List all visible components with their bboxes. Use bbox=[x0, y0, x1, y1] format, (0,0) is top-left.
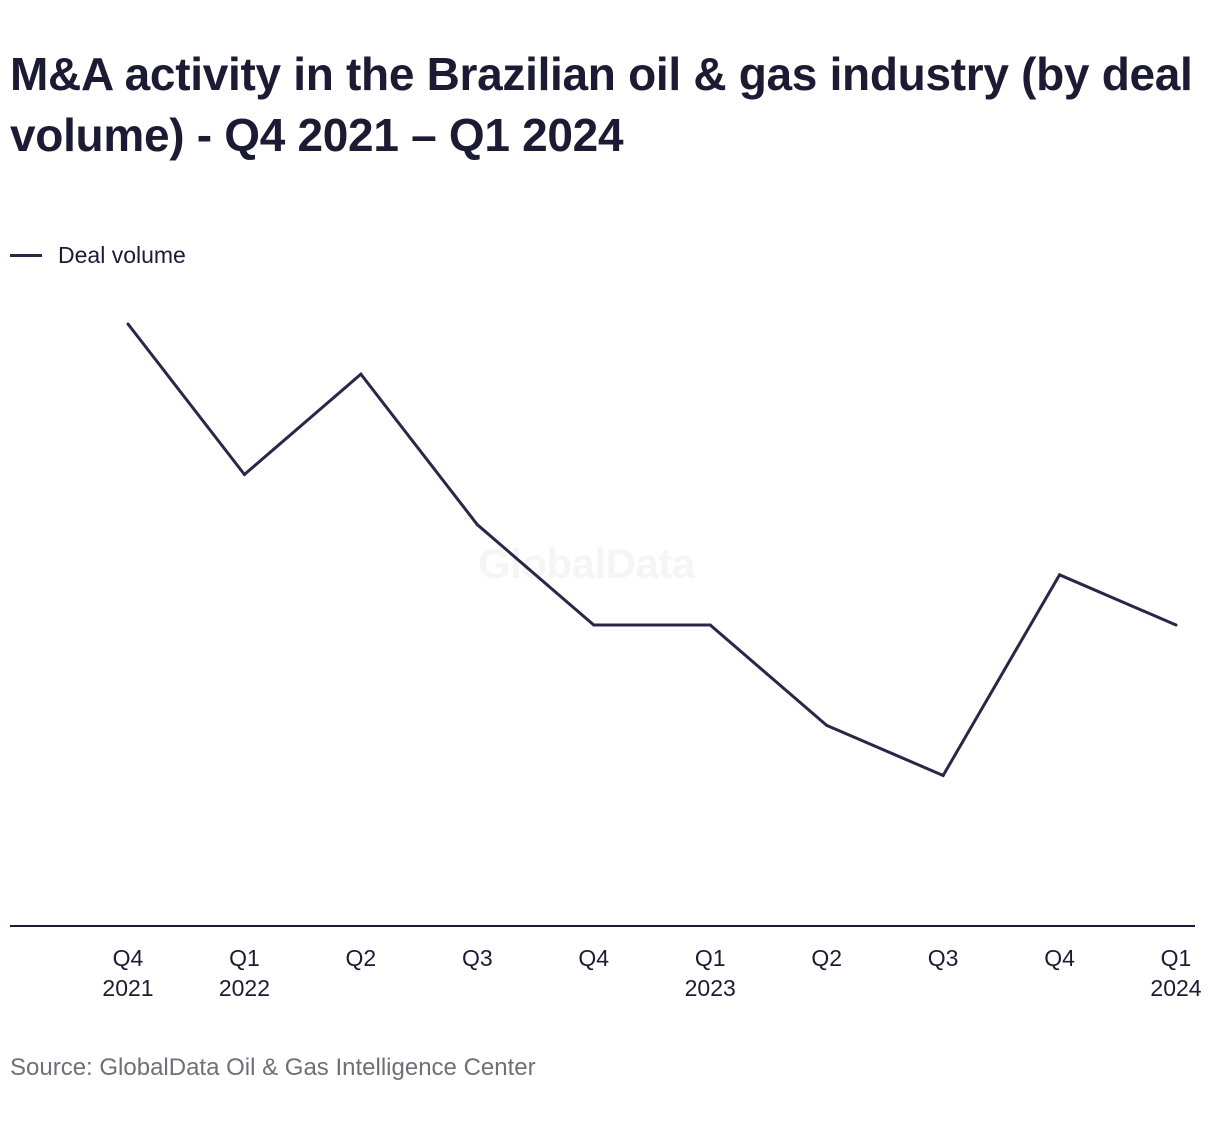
series-layer bbox=[126, 322, 1178, 778]
chart-title: M&A activity in the Brazilian oil & gas … bbox=[10, 48, 1193, 161]
x-tick-label: Q3 bbox=[928, 945, 959, 971]
legend-label-deal-volume: Deal volume bbox=[58, 242, 186, 268]
x-tick-label: Q2 bbox=[811, 945, 842, 971]
data-point bbox=[592, 623, 596, 627]
x-tick-year-label: 2021 bbox=[102, 975, 153, 1001]
data-point bbox=[941, 774, 945, 777]
data-point bbox=[359, 372, 363, 376]
x-tick-year-label: 2023 bbox=[685, 975, 736, 1001]
data-point bbox=[126, 322, 130, 326]
x-tick-label: Q4 bbox=[578, 945, 609, 971]
x-tick-label: Q2 bbox=[346, 945, 377, 971]
data-point bbox=[825, 723, 829, 727]
source-note: Source: GlobalData Oil & Gas Intelligenc… bbox=[10, 1054, 536, 1081]
legend-swatch-deal-volume bbox=[10, 254, 42, 257]
x-tick-label: Q4 bbox=[113, 945, 144, 971]
line-chart: Q4 2021 Q1 2022 Q2 Q3 Q4 Q1 2023 Q2 Q3 Q4 Q1 2024 bbox=[10, 322, 1202, 1001]
data-point bbox=[242, 473, 246, 476]
x-axis-tick-labels: Q4 2021 Q1 2022 Q2 Q3 Q4 Q1 2023 Q2 Q3 Q4 Q1 2024 bbox=[102, 945, 1201, 1001]
x-tick-label: Q4 bbox=[1044, 945, 1075, 971]
data-point bbox=[475, 523, 479, 527]
legend: Deal volume bbox=[10, 242, 186, 269]
x-tick-year-label: 2024 bbox=[1150, 975, 1201, 1001]
data-point bbox=[1174, 623, 1178, 627]
x-tick-year-label: 2022 bbox=[219, 975, 270, 1001]
x-tick-label: Q3 bbox=[462, 945, 493, 971]
series-line-deal-volume bbox=[126, 323, 1177, 778]
watermark: GlobalData bbox=[478, 540, 695, 587]
data-point bbox=[1058, 573, 1062, 577]
x-tick-label: Q1 bbox=[229, 945, 260, 971]
x-tick-label: Q1 bbox=[1161, 945, 1192, 971]
data-point bbox=[708, 623, 712, 627]
x-tick-label: Q1 bbox=[695, 945, 726, 971]
